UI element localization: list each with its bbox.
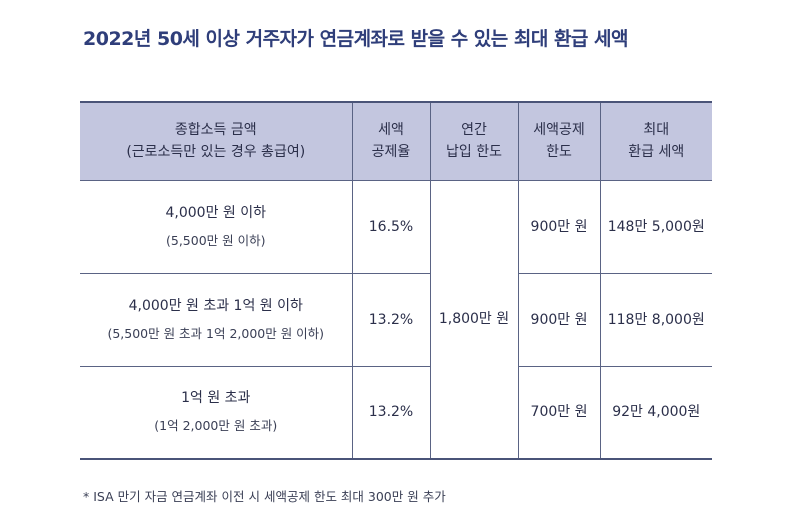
income-label: 1억 원 초과 — [181, 390, 251, 407]
income-cell: 4,000만 원 초과 1억 원 이하 (5,500만 원 초과 1억 2,00… — [80, 273, 352, 367]
page-title: 2022년 50세 이상 거주자가 연금계좌로 받을 수 있는 최대 환급 세액 — [83, 28, 629, 50]
header-credit-limit: 세액공제 한도 — [517, 102, 600, 181]
header-income: 종합소득 금액 (근로소득만 있는 경우 총급여) — [80, 102, 352, 181]
max-refund-cell: 148만 5,000원 — [599, 180, 712, 274]
header-max-refund: 최대 환급 세액 — [599, 102, 712, 181]
max-refund-cell: 118만 8,000원 — [599, 273, 712, 367]
table-row: 4,000만 원 이하 (5,500만 원 이하) 16.5% 1,800만 원… — [80, 180, 712, 460]
rate-cell: 16.5% — [351, 180, 430, 274]
salary-label: (5,500만 원 초과 1억 2,000만 원 이하) — [107, 325, 325, 341]
header-annual-limit: 연간 납입 한도 — [429, 102, 518, 181]
header-rate: 세액 공제율 — [351, 102, 430, 181]
table-header-row: 종합소득 금액 (근로소득만 있는 경우 총급여) 세액 공제율 연간 납입 한… — [80, 102, 712, 181]
credit-limit-cell: 900만 원 — [517, 180, 600, 274]
income-label: 4,000만 원 초과 1억 원 이하 — [128, 297, 303, 314]
salary-label: (5,500만 원 이하) — [166, 232, 266, 248]
income-label: 4,000만 원 이하 — [165, 204, 267, 221]
income-cell: 1억 원 초과 (1억 2,000만 원 초과) — [80, 366, 352, 459]
max-refund-cell: 92만 4,000원 — [599, 366, 712, 459]
table-row: 1억 원 초과 (1억 2,000만 원 초과) 13.2% 700만 원 92… — [80, 366, 712, 459]
footnote: * ISA 만기 자금 연금계좌 이전 시 세액공제 한도 최대 300만 원 … — [83, 489, 446, 504]
income-cell: 4,000만 원 이하 (5,500만 원 이하) — [80, 180, 352, 274]
table-row: 4,000만 원 초과 1억 원 이하 (5,500만 원 초과 1억 2,00… — [80, 273, 712, 367]
refund-table: 종합소득 금액 (근로소득만 있는 경우 총급여) 세액 공제율 연간 납입 한… — [80, 101, 712, 460]
salary-label: (1억 2,000만 원 초과) — [154, 418, 278, 434]
annual-limit-cell: 1,800만 원 — [429, 180, 518, 460]
rate-cell: 13.2% — [351, 366, 430, 459]
rate-cell: 13.2% — [351, 273, 430, 367]
credit-limit-cell: 700만 원 — [517, 366, 600, 459]
credit-limit-cell: 900만 원 — [517, 273, 600, 367]
